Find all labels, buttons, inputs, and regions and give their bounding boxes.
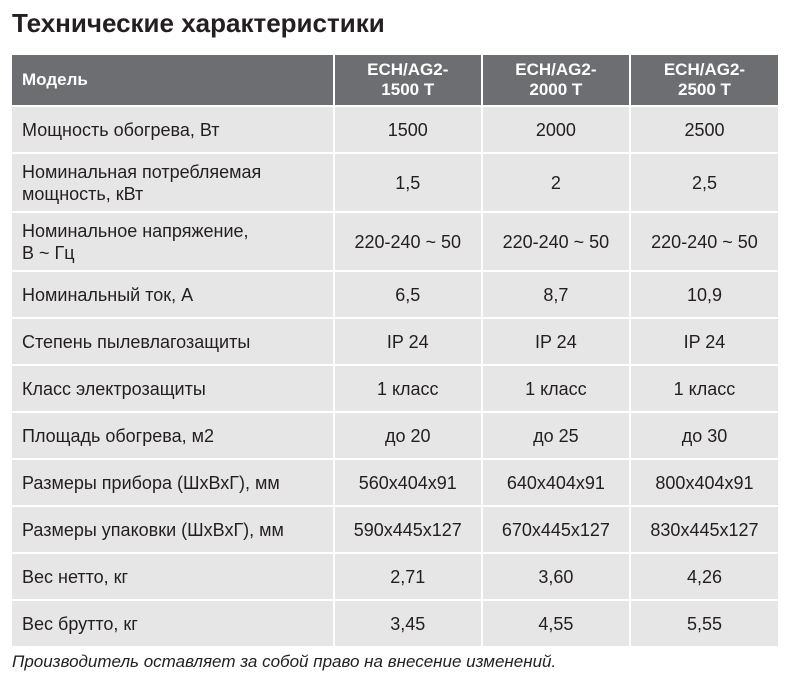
title: Технические характеристики xyxy=(12,8,385,38)
cell: 3,60 xyxy=(480,552,631,601)
row-label: Площадь обогрева, м2 xyxy=(10,411,335,460)
cell: 220-240 ~ 50 xyxy=(628,211,781,272)
table-row: Размеры упаковки (ШхВхГ), мм 590x445x127 6… xyxy=(10,505,781,554)
cell: 1,5 xyxy=(332,152,483,213)
cell: 2500 xyxy=(628,105,781,154)
cell: 3,45 xyxy=(332,599,483,648)
row-label: Вес нетто, кг xyxy=(10,552,335,601)
table-row: Класс электрозащиты 1 класс 1 класс 1 класс xyxy=(10,364,781,413)
cell: 560x404x91 xyxy=(332,458,483,507)
cell: 8,7 xyxy=(480,270,631,319)
column-header: ECH/AG2- 1500 T xyxy=(332,53,483,107)
table-row: Номинальный ток, А 6,5 8,7 10,9 xyxy=(10,270,781,319)
cell: 220-240 ~ 50 xyxy=(332,211,483,272)
row-label: Размеры упаковки (ШхВхГ), мм xyxy=(10,505,335,554)
table-row: Размеры прибора (ШхВхГ), мм 560x404x91 640… xyxy=(10,458,781,507)
table-body: Мощность обогрева, Вт 1500 2000 2500 Номинал… xyxy=(10,105,781,648)
table-row: Номинальное напряжение, В ~ Гц 220-240 ~ … xyxy=(10,211,781,272)
row-label: Номинальное напряжение, В ~ Гц xyxy=(10,211,335,272)
table-row: Вес нетто, кг 2,71 3,60 4,26 xyxy=(10,552,781,601)
cell: до 30 xyxy=(628,411,781,460)
cell: 2000 xyxy=(480,105,631,154)
cell: 2 xyxy=(480,152,631,213)
row-label: Класс электрозащиты xyxy=(10,364,335,413)
row-label: Степень пылевлагозащиты xyxy=(10,317,335,366)
table-row: Степень пылевлагозащиты IP 24 IP 24 IP 24 xyxy=(10,317,781,366)
spec-table: Модель ECH/AG2- 1500 T ECH/AG2- 2000 T ECH/… xyxy=(10,53,781,648)
cell: 670x445x127 xyxy=(480,505,631,554)
cell: до 25 xyxy=(480,411,631,460)
cell: 1 класс xyxy=(628,364,781,413)
cell: 830x445x127 xyxy=(628,505,781,554)
cell: 1500 xyxy=(332,105,483,154)
cell: 590x445x127 xyxy=(332,505,483,554)
cell: IP 24 xyxy=(628,317,781,366)
row-label: Номинальный ток, А xyxy=(10,270,335,319)
cell: IP 24 xyxy=(480,317,631,366)
cell: IP 24 xyxy=(332,317,483,366)
cell: 800x404x91 xyxy=(628,458,781,507)
cell: 1 класс xyxy=(332,364,483,413)
table-row: Мощность обогрева, Вт 1500 2000 2500 xyxy=(10,105,781,154)
column-header: ECH/AG2- 2500 T xyxy=(628,53,781,107)
cell: 10,9 xyxy=(628,270,781,319)
row-label: Мощность обогрева, Вт xyxy=(10,105,335,154)
row-label: Вес брутто, кг xyxy=(10,599,335,648)
cell: 1 класс xyxy=(480,364,631,413)
cell: 220-240 ~ 50 xyxy=(480,211,631,272)
row-label: Размеры прибора (ШхВхГ), мм xyxy=(10,458,335,507)
table-row: Вес брутто, кг 3,45 4,55 5,55 xyxy=(10,599,781,648)
cell: 6,5 xyxy=(332,270,483,319)
header-row: Модель ECH/AG2- 1500 T ECH/AG2- 2000 T ECH/… xyxy=(10,53,781,107)
column-header: Модель xyxy=(10,53,335,107)
cell: 640x404x91 xyxy=(480,458,631,507)
column-header: ECH/AG2- 2000 T xyxy=(480,53,631,107)
cell: 2,5 xyxy=(628,152,781,213)
cell: до 20 xyxy=(332,411,483,460)
table-row: Площадь обогрева, м2 до 20 до 25 до 30 xyxy=(10,411,781,460)
cell: 4,26 xyxy=(628,552,781,601)
cell: 2,71 xyxy=(332,552,483,601)
footnote: Производитель оставляет за собой право н… xyxy=(12,652,557,671)
row-label: Номинальная потребляемая мощность, кВт xyxy=(10,152,335,213)
cell: 4,55 xyxy=(480,599,631,648)
table-row: Номинальная потребляемая мощность, кВт 1,… xyxy=(10,152,781,213)
cell: 5,55 xyxy=(628,599,781,648)
